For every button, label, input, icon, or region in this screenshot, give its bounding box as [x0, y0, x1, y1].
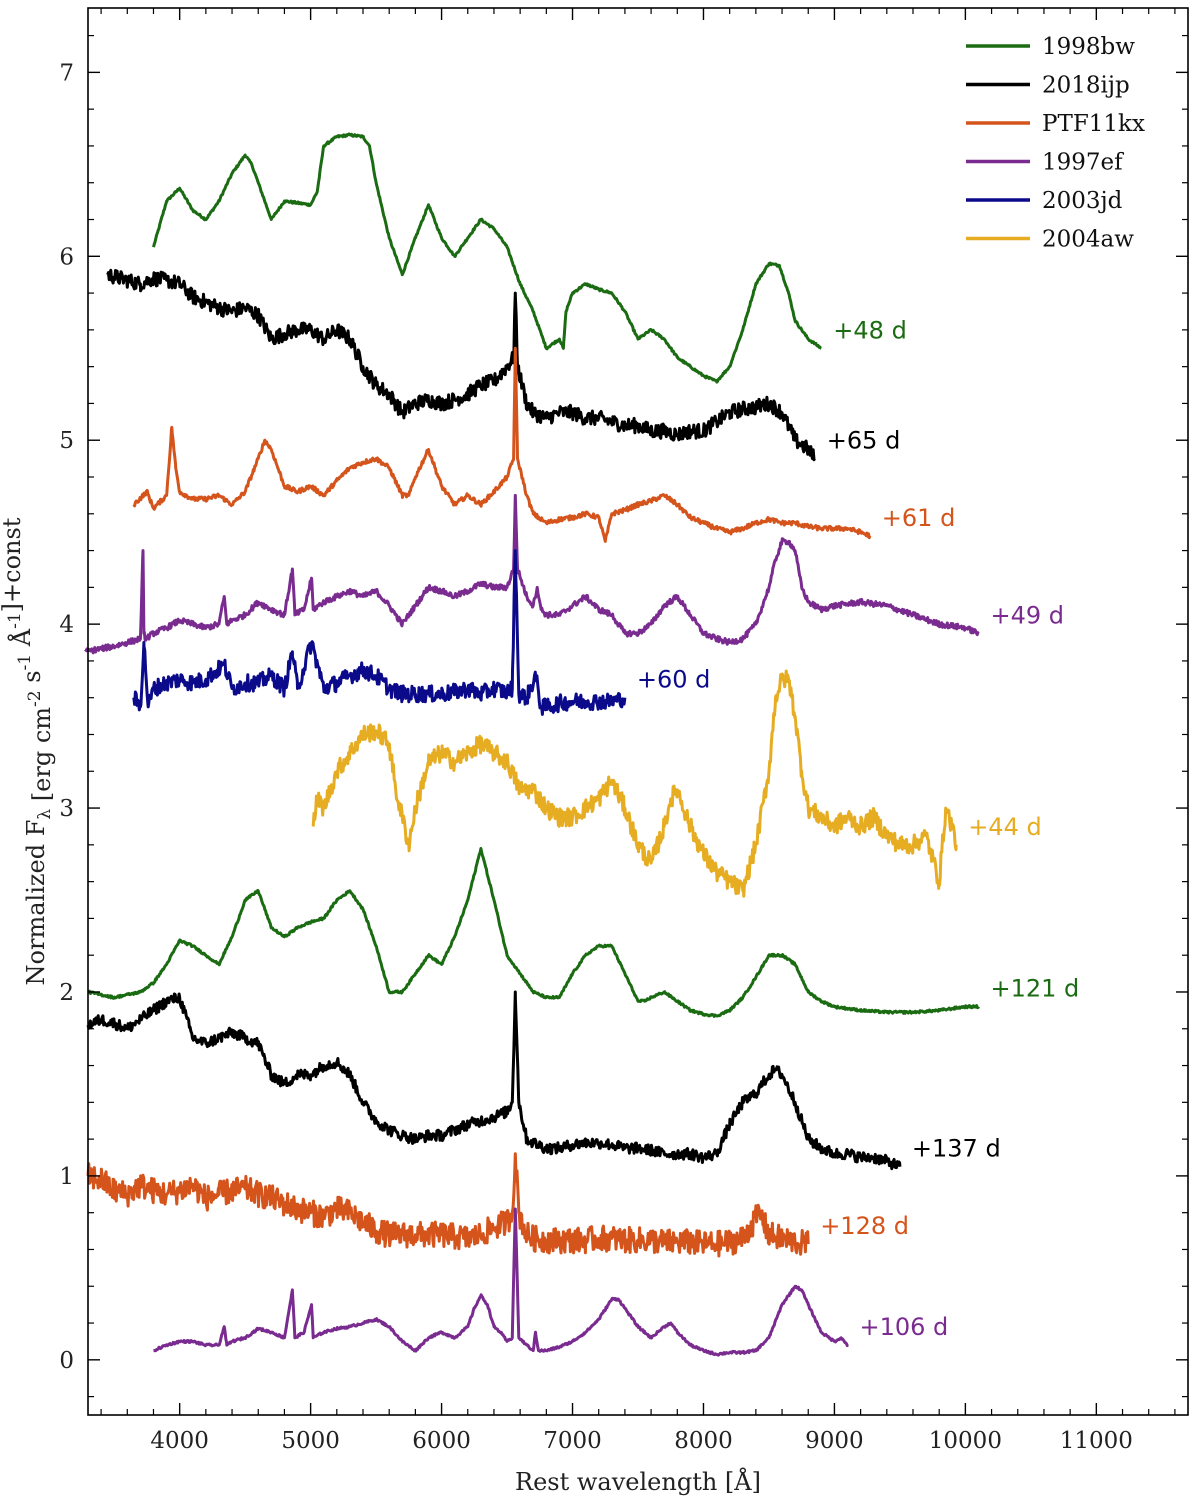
- y-tick-label: 4: [59, 612, 74, 638]
- legend-label: 2003jd: [1042, 188, 1123, 214]
- spectrum-line-2004aw-5: [311, 669, 958, 898]
- legend-label: 1998bw: [1042, 34, 1135, 60]
- epoch-label: +121 d: [991, 975, 1080, 1003]
- spectrum-line-PTF11kx-8: [86, 1152, 810, 1258]
- spectra-series-layer: [84, 132, 980, 1357]
- y-tick-label: 7: [59, 60, 74, 86]
- epoch-label: +128 d: [820, 1212, 909, 1240]
- y-tick-label: 0: [59, 1348, 74, 1374]
- spectrum-line-2018ijp-1: [106, 268, 817, 462]
- legend-label: 2018ijp: [1042, 73, 1130, 99]
- x-axis-title: Rest wavelength [Å]: [515, 1467, 761, 1496]
- spectrum-line-1997ef-9: [152, 1207, 849, 1357]
- legend-label: 2004aw: [1042, 227, 1134, 253]
- axes-layer: 4000 5000 6000 7000 8000 9000 10000 11000 0 1 2 3 4 5…: [59, 7, 1189, 1454]
- epoch-label: +49 d: [991, 601, 1065, 629]
- x-tick-label: 6000: [412, 1428, 471, 1454]
- spectrum-line-1997ef-3: [84, 493, 980, 655]
- x-tick-label: 7000: [543, 1428, 602, 1454]
- legend-label: PTF11kx: [1042, 111, 1145, 137]
- spectrum-line-2003jd-4: [132, 549, 627, 716]
- epoch-label: +60 d: [637, 666, 711, 694]
- epoch-label: +48 d: [833, 316, 907, 344]
- epoch-label: +44 d: [968, 813, 1042, 841]
- y-tick-label: 2: [59, 980, 74, 1006]
- spectrum-line-2018ijp-7: [86, 990, 902, 1171]
- x-tick-label: 5000: [281, 1428, 340, 1454]
- y-axis-title: Normalized Fλ [erg cm-2 s-1 Å-1]+const: [0, 517, 56, 985]
- spectrum-line-PTF11kx-2: [132, 346, 872, 543]
- plot-frame: [87, 7, 1189, 1416]
- epoch-label: +137 d: [912, 1135, 1001, 1163]
- epoch-label: +65 d: [827, 427, 901, 455]
- y-tick-label: 5: [59, 428, 74, 454]
- x-tick-label: 9000: [805, 1428, 864, 1454]
- y-tick-label: 3: [59, 796, 74, 822]
- x-tick-label: 10000: [929, 1428, 1002, 1454]
- legend-label: 1997ef: [1042, 150, 1124, 176]
- y-tick-label: 1: [59, 1164, 74, 1190]
- x-tick-label: 11000: [1060, 1428, 1133, 1454]
- spectrum-line-1998bw-0: [152, 132, 822, 384]
- spectrum-line-1998bw-6: [87, 847, 980, 1018]
- epoch-label: +61 d: [882, 504, 956, 532]
- x-tick-label: 4000: [150, 1428, 209, 1454]
- x-tick-label: 8000: [674, 1428, 733, 1454]
- epoch-labels-layer: +48 d +65 d +61 d +49 d +60 d +44 d +121 d +137…: [637, 316, 1079, 1341]
- y-tick-label: 6: [59, 244, 74, 270]
- legend: 1998bw 2018ijp PTF11kx 1997ef 2003jd 2004aw: [966, 34, 1145, 253]
- epoch-label: +106 d: [860, 1313, 949, 1341]
